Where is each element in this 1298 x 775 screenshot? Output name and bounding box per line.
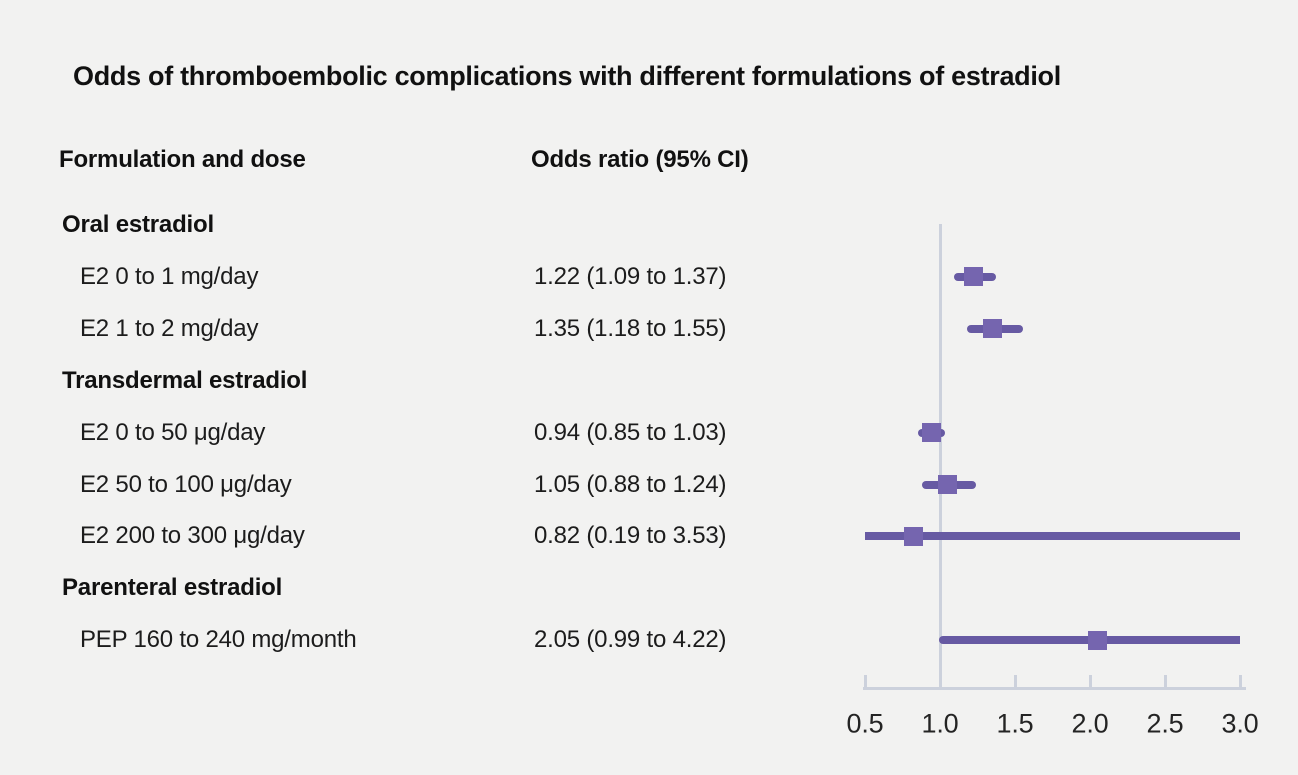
odds-ratio-value: 0.82 (0.19 to 3.53) (534, 522, 727, 550)
formulation-label: E2 50 to 100 μg/day (80, 470, 292, 498)
chart-title: Odds of thromboembolic complications wit… (73, 61, 1061, 91)
point-estimate-marker (1088, 630, 1107, 650)
x-axis-tick-label: 3.0 (1221, 708, 1259, 739)
column-header-formulation: Formulation and dose (59, 146, 306, 173)
x-axis-tick (1088, 675, 1092, 687)
group-label: Oral estradiol (62, 211, 214, 238)
group-label: Transdermal estradiol (62, 366, 308, 394)
group-label: Parenteral estradiol (62, 574, 283, 602)
x-axis-line (863, 687, 1246, 690)
odds-ratio-value: 1.22 (1.09 to 1.37) (534, 262, 727, 290)
confidence-interval-line (865, 532, 1240, 541)
x-axis-tick-label: 1.0 (921, 708, 959, 739)
formulation-label: E2 200 to 300 μg/day (80, 522, 305, 550)
point-estimate-marker (903, 526, 923, 546)
x-axis-tick (1013, 675, 1017, 687)
reference-line-or-1 (938, 224, 942, 689)
odds-ratio-value: 2.05 (0.99 to 4.22) (534, 626, 727, 654)
formulation-label: E2 0 to 1 mg/day (80, 262, 259, 290)
x-axis-tick (938, 675, 942, 687)
point-estimate-marker (921, 423, 941, 443)
formulation-label: E2 1 to 2 mg/day (80, 314, 259, 342)
odds-ratio-value: 1.05 (0.88 to 1.24) (534, 470, 727, 498)
x-axis-tick-label: 0.5 (846, 708, 884, 739)
odds-ratio-value: 0.94 (0.85 to 1.03) (534, 418, 727, 446)
x-axis-tick-label: 2.0 (1071, 708, 1109, 739)
x-axis-tick (1163, 675, 1167, 687)
x-axis-tick-label: 2.5 (1146, 708, 1184, 739)
point-estimate-marker (938, 475, 957, 494)
point-estimate-marker (983, 319, 1002, 339)
formulation-label: E2 0 to 50 μg/day (80, 418, 266, 446)
point-estimate-marker (963, 267, 983, 287)
formulation-label: PEP 160 to 240 mg/month (80, 626, 357, 654)
x-axis-tick-label: 1.5 (996, 708, 1034, 739)
x-axis-tick (1238, 675, 1242, 687)
x-axis-tick (863, 675, 867, 687)
column-header-odds-ratio: Odds ratio (95% CI) (531, 146, 749, 173)
odds-ratio-value: 1.35 (1.18 to 1.55) (534, 314, 727, 342)
